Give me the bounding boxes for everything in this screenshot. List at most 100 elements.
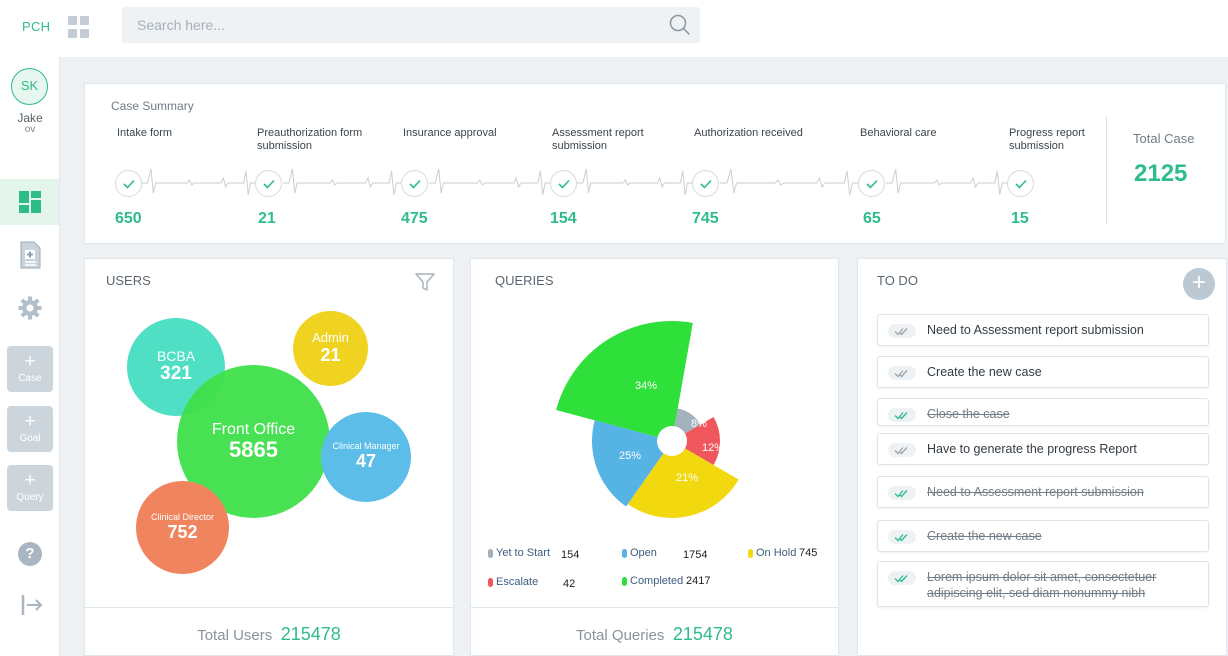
stage-value: 650: [115, 210, 142, 227]
check-icon: [858, 170, 885, 197]
gear-icon: [18, 296, 41, 320]
legend-completed: Completed: [622, 575, 683, 587]
pie-label: 12%: [702, 442, 724, 454]
todo-item[interactable]: Need to Assessment report submission: [877, 314, 1209, 346]
total-case-label: Total Case: [1133, 131, 1195, 146]
plus-icon: +: [24, 351, 36, 372]
todo-panel: TO DO + Need to Assessment report submis…: [857, 258, 1227, 656]
todo-item[interactable]: Need to Assessment report submission: [877, 476, 1209, 508]
todo-text: Create the new case: [927, 529, 1042, 543]
todo-item[interactable]: Lorem ipsum dolor sit amet, consectetuer…: [877, 561, 1209, 607]
todo-text: Create the new case: [927, 365, 1042, 379]
pie-slice-completed[interactable]: [556, 321, 693, 441]
case-summary-panel: Case Summary Intake form 650 Preauthorizat…: [84, 83, 1226, 244]
check-icon: [692, 170, 719, 197]
double-check-icon[interactable]: [888, 408, 916, 422]
queries-pie-chart: 34% 8% 12% 21% 25%: [556, 321, 739, 518]
legend-escalate: Escalate: [488, 576, 538, 588]
todo-item[interactable]: Create the new case: [877, 356, 1209, 388]
top-bar: PCH: [0, 0, 1228, 57]
stage-label: Intake form: [117, 127, 173, 139]
ecg-line: [142, 168, 1007, 196]
double-check-icon[interactable]: [888, 571, 916, 585]
stage-label: Behavioral care: [860, 127, 937, 139]
double-check-icon[interactable]: [888, 366, 916, 380]
total-queries-label: Total Queries: [576, 627, 665, 644]
total-users-value: 215478: [280, 624, 341, 644]
users-footer: Total Users 215478: [85, 607, 453, 656]
legend-on-hold-value: 745: [799, 547, 818, 559]
stage-value: 65: [863, 210, 881, 227]
bubble-clinical-director[interactable]: Clinical Director 752: [136, 481, 229, 574]
double-check-icon[interactable]: [888, 486, 916, 500]
help-icon[interactable]: ?: [18, 542, 42, 566]
stage-label: Progress report submission: [1009, 127, 1085, 152]
nav-cases[interactable]: [0, 232, 59, 278]
todo-item[interactable]: Create the new case: [877, 520, 1209, 552]
legend-completed-value: 2417: [686, 575, 711, 587]
stage-label: Assessment report submission: [552, 127, 644, 152]
todo-text: Have to generate the progress Report: [927, 442, 1137, 456]
stage-label: Preauthorization form submission: [257, 127, 363, 152]
user-name: Jake: [17, 111, 43, 125]
check-icon: [115, 170, 142, 197]
pie-label: 8%: [691, 418, 707, 430]
check-icon: [401, 170, 428, 197]
nav-dashboard[interactable]: [0, 179, 59, 225]
check-icon: [255, 170, 282, 197]
double-check-icon[interactable]: [888, 530, 916, 544]
todo-item[interactable]: Have to generate the progress Report: [877, 433, 1209, 465]
add-goal-button[interactable]: + Goal: [7, 406, 53, 452]
plus-icon: +: [24, 470, 36, 491]
pie-slice-on-hold[interactable]: [627, 441, 739, 518]
todo-text: Close the case: [927, 407, 1010, 421]
double-check-icon[interactable]: [888, 324, 916, 338]
todo-item[interactable]: Close the case: [877, 398, 1209, 426]
todo-text: Lorem ipsum dolor sit amet, consectetuer…: [927, 570, 1157, 600]
stage-value: 475: [401, 210, 428, 227]
medical-document-icon: [20, 241, 40, 269]
dashboard-icon: [18, 191, 41, 213]
filter-icon[interactable]: [414, 271, 436, 293]
pie-slice-open[interactable]: [592, 420, 672, 507]
grid-menu-icon[interactable]: [68, 16, 90, 38]
add-case-button[interactable]: + Case: [7, 346, 53, 392]
queries-footer: Total Queries 215478: [471, 607, 838, 656]
avatar[interactable]: SK: [11, 68, 48, 105]
stage-value: 21: [258, 210, 276, 227]
search-icon[interactable]: [668, 13, 692, 37]
legend-open-value: 1754: [683, 549, 708, 561]
search-bar: [122, 7, 700, 43]
sidebar: SK Jake ov + Case + Goal + Query ?: [0, 57, 60, 656]
legend-open: Open: [622, 547, 657, 559]
bubble-clinical-manager[interactable]: Clinical Manager 47: [321, 412, 411, 502]
bubble-admin[interactable]: Admin 21: [293, 311, 368, 386]
check-icon: [1007, 170, 1034, 197]
legend-yet-to-start: Yet to Start: [488, 547, 550, 559]
case-summary-title: Case Summary: [111, 99, 194, 113]
pie-label: 21%: [676, 472, 698, 484]
stage-label: Insurance approval: [403, 127, 497, 139]
add-todo-button[interactable]: +: [1183, 268, 1215, 300]
ecg-line-decoration: [142, 168, 1007, 196]
queries-title: QUERIES: [495, 273, 554, 288]
stage-value: 154: [550, 210, 577, 227]
add-query-button[interactable]: + Query: [7, 465, 53, 511]
pie-slice-escalate[interactable]: [672, 417, 720, 465]
total-users-label: Total Users: [197, 627, 273, 644]
users-panel: USERS BCBA 321 Front Office 5865 Admin 2…: [84, 258, 454, 656]
plus-icon: +: [24, 411, 36, 432]
total-case-value: 2125: [1134, 160, 1188, 187]
nav-settings[interactable]: [0, 285, 59, 331]
pie-label: 34%: [635, 380, 657, 392]
queries-panel: QUERIES 34% 8% 12% 21% 25% Yet to Start 154 …: [470, 258, 839, 656]
total-queries-value: 215478: [672, 624, 733, 644]
legend-yet-to-start-value: 154: [561, 549, 580, 561]
double-check-icon[interactable]: [888, 443, 916, 457]
app-logo[interactable]: PCH: [22, 19, 51, 34]
pie-label: 25%: [619, 450, 641, 462]
logout-icon[interactable]: [20, 593, 44, 617]
search-input[interactable]: [122, 7, 662, 43]
divider: [1106, 117, 1107, 223]
stage-label: Authorization received: [694, 127, 803, 139]
